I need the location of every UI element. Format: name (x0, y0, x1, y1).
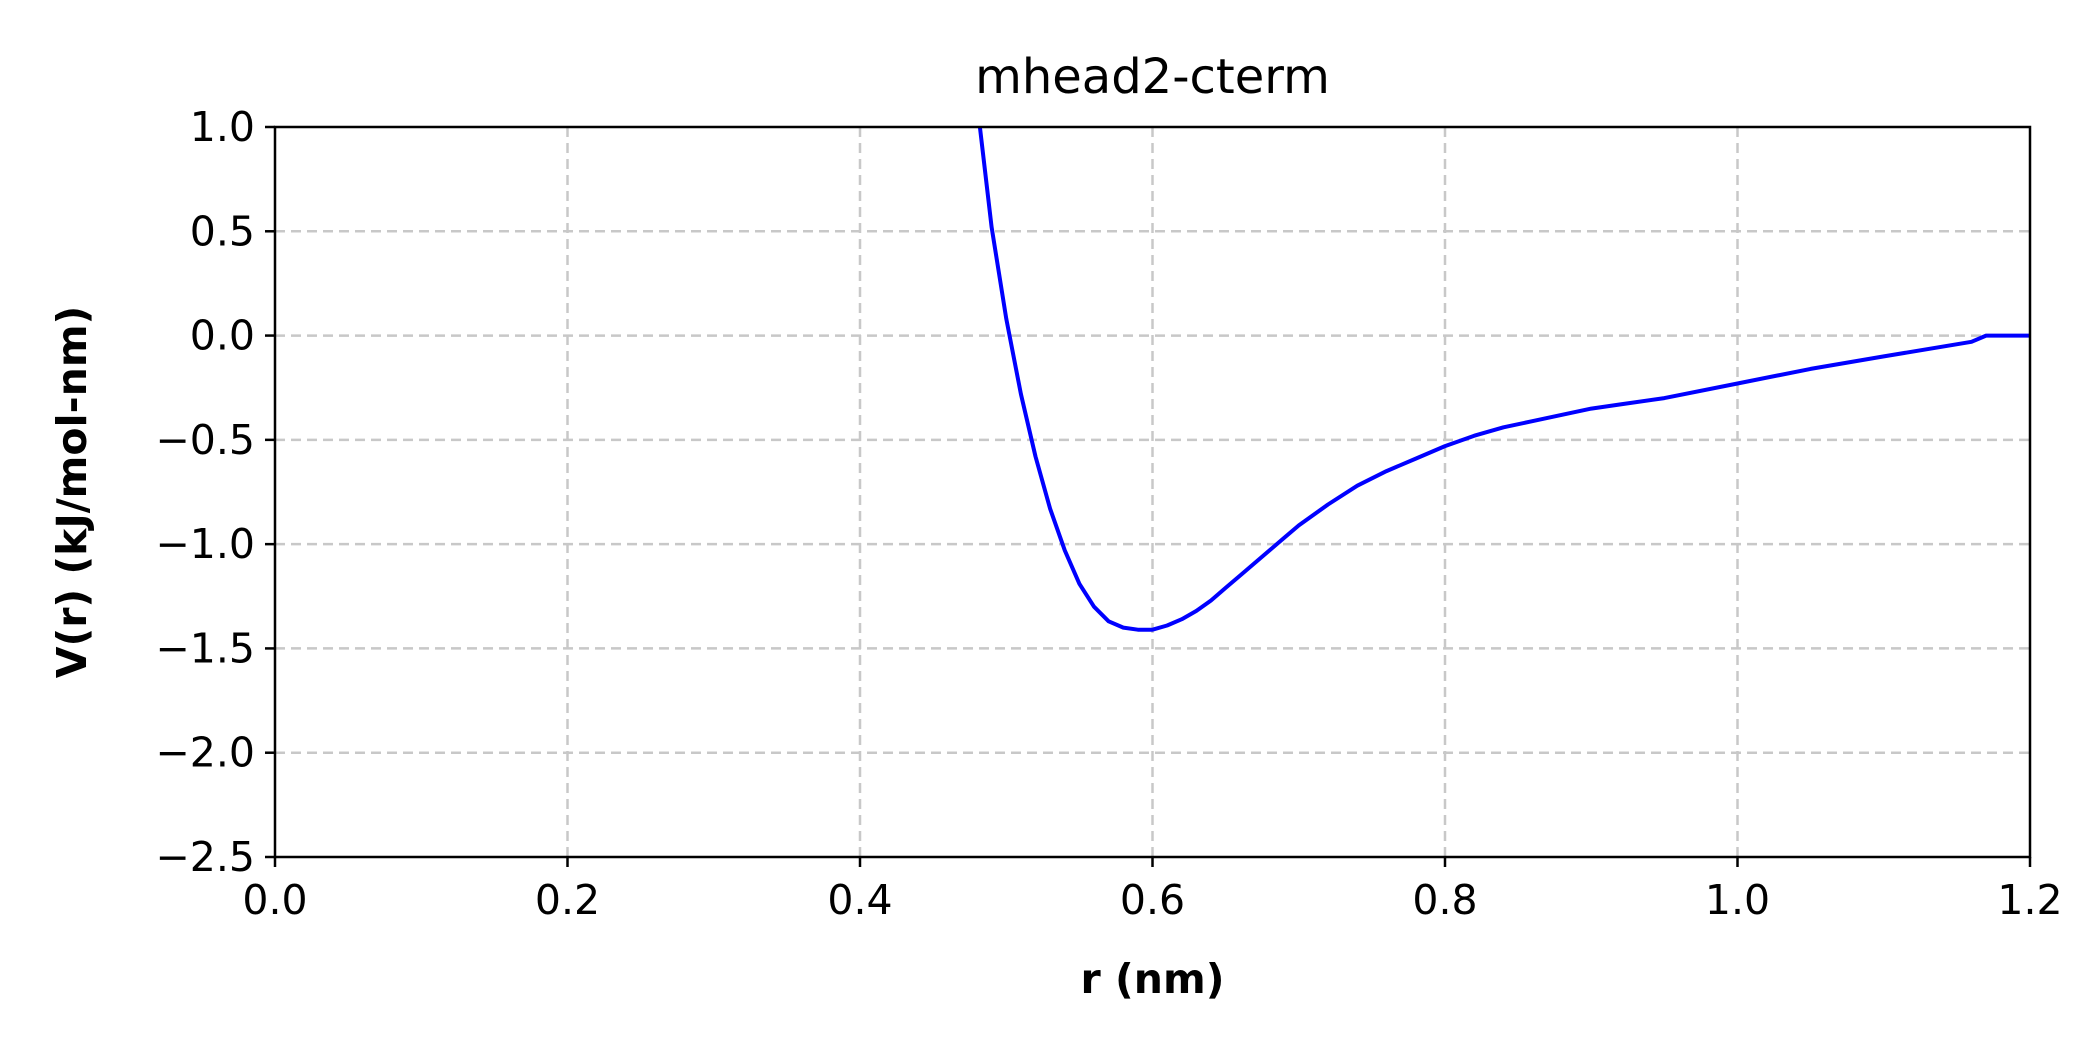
y-tick-label: 1.0 (190, 103, 255, 151)
y-tick-label: −1.5 (155, 624, 255, 672)
chart-title: mhead2-cterm (975, 49, 1330, 105)
grid (275, 127, 2030, 857)
y-tick-label: −0.5 (155, 416, 255, 464)
ticks: 0.0 0.2 0.4 0.6 0.8 1.0 1.2 1.0 0.5 0.0 −0.5 −1.0 −1… (155, 103, 2062, 924)
y-axis-title: V(r) (kJ/mol-nm) (48, 306, 96, 679)
x-tick-label: 0.2 (535, 876, 600, 924)
y-tick-label: 0.0 (190, 312, 255, 360)
x-tick-label: 0.8 (1412, 876, 1477, 924)
series-line (977, 126, 2030, 632)
x-tick-label: 1.2 (1997, 876, 2062, 924)
series-layer (977, 126, 2030, 632)
x-tick-label: 1.0 (1705, 876, 1770, 924)
x-tick-label: 0.6 (1120, 876, 1185, 924)
y-tick-label: −2.0 (155, 729, 255, 777)
x-axis-title: r (nm) (1081, 955, 1225, 1003)
x-tick-label: 0.4 (827, 876, 892, 924)
y-tick-label: −1.0 (155, 520, 255, 568)
y-tick-label: 0.5 (190, 207, 255, 255)
x-tick-label: 0.0 (242, 876, 307, 924)
y-tick-label: −2.5 (155, 833, 255, 881)
